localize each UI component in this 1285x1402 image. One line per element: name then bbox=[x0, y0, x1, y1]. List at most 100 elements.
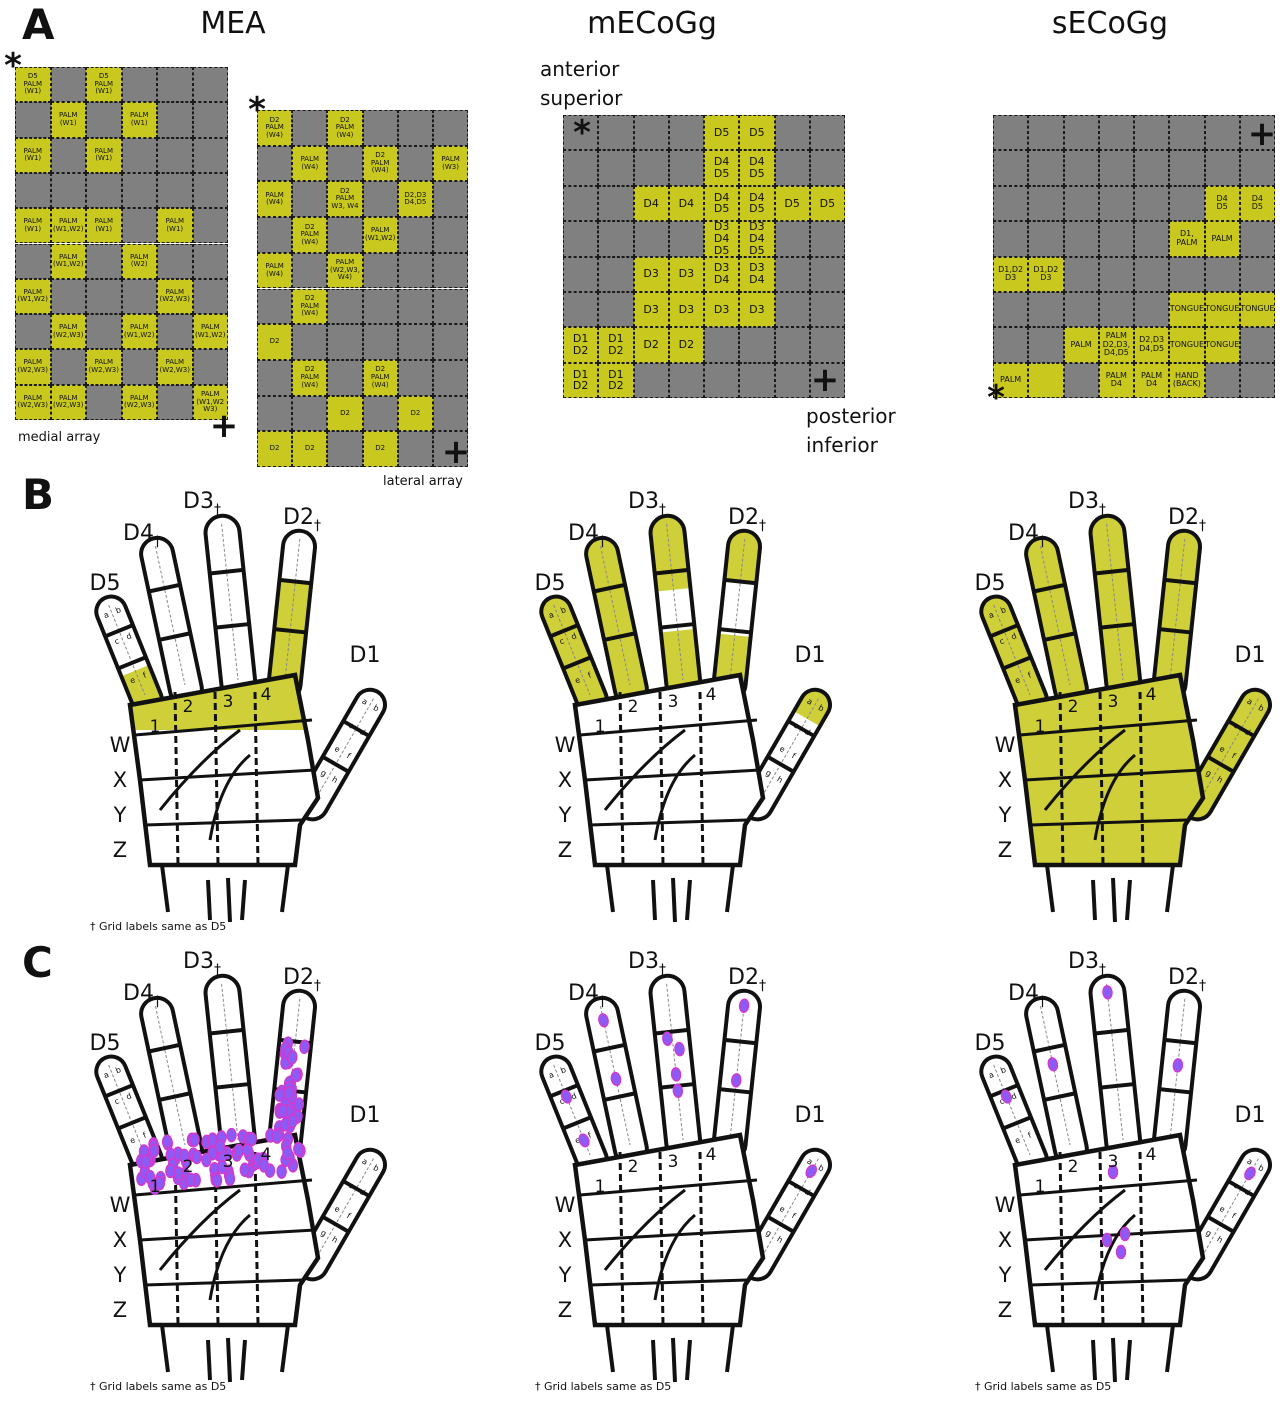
stimulus-point bbox=[284, 1086, 294, 1100]
finger-label: D3† bbox=[1068, 489, 1106, 518]
palm-column-label: 2 bbox=[183, 1157, 194, 1177]
palm-column-label: 1 bbox=[1035, 1177, 1046, 1197]
stimulus-point bbox=[291, 1068, 301, 1082]
palm-row-label: X bbox=[558, 1228, 572, 1252]
palm-column-label: 1 bbox=[150, 1177, 161, 1197]
footnote: † Grid labels same as D5 bbox=[90, 1380, 226, 1393]
palm-column-label: 3 bbox=[668, 692, 679, 712]
stimulus-point bbox=[141, 1155, 150, 1168]
finger-label: D2† bbox=[1168, 505, 1206, 534]
hand: abcdefabcdefgh1234WXYZD5D4†D3†D2†D1 bbox=[535, 489, 836, 922]
stimulus-point bbox=[1121, 1228, 1130, 1241]
stimulus-point bbox=[662, 1032, 672, 1046]
finger-label: D4† bbox=[1008, 981, 1046, 1010]
stimulus-point bbox=[294, 1143, 303, 1156]
stimulus-point bbox=[247, 1133, 256, 1146]
stimulus-point bbox=[275, 1088, 285, 1102]
stimulus-point bbox=[287, 1114, 297, 1128]
palm-row-label: Z bbox=[113, 838, 127, 862]
palm-column-label: 3 bbox=[223, 1152, 234, 1172]
finger-label: D4† bbox=[568, 521, 606, 550]
palm-row-label: Z bbox=[998, 838, 1012, 862]
finger-label: D2† bbox=[283, 965, 321, 994]
palm-row-label: W bbox=[995, 1193, 1016, 1217]
stimulus-point bbox=[287, 1050, 297, 1064]
finger-label: D3† bbox=[1068, 949, 1106, 978]
wrist bbox=[162, 1325, 288, 1382]
stimulus-point bbox=[1117, 1246, 1126, 1259]
finger-label: D4† bbox=[123, 521, 161, 550]
stimulus-point bbox=[278, 1104, 288, 1118]
palm-row-label: W bbox=[110, 733, 131, 757]
palm-row-label: X bbox=[998, 768, 1012, 792]
palm-row-label: Y bbox=[113, 1263, 127, 1287]
footnote: † Grid labels same as D5 bbox=[975, 1380, 1111, 1393]
stimulus-point bbox=[213, 1174, 222, 1187]
palm-row-label: Y bbox=[998, 1263, 1012, 1287]
finger-label: D5 bbox=[975, 571, 1006, 596]
palm-row-label: X bbox=[998, 1228, 1012, 1252]
hand-drawings: abcdefabcdefgh1234WXYZD5D4†D3†D2†D1† Gri… bbox=[0, 0, 1285, 1402]
finger-label: D3† bbox=[183, 489, 221, 518]
palm-column-label: 1 bbox=[1035, 717, 1046, 737]
palm-row-label: X bbox=[558, 768, 572, 792]
finger bbox=[204, 514, 257, 702]
palm-row-label: Y bbox=[558, 803, 572, 827]
finger-label: D4† bbox=[568, 981, 606, 1010]
palm-row-label: X bbox=[113, 768, 127, 792]
palm-column-label: 2 bbox=[183, 697, 194, 717]
palm-column-label: 4 bbox=[261, 1145, 272, 1165]
stimulus-point bbox=[1103, 1234, 1112, 1247]
finger-label: D2† bbox=[728, 505, 766, 534]
palm-column-label: 1 bbox=[595, 717, 606, 737]
stimulus-point bbox=[1173, 1058, 1183, 1072]
finger-label: D1 bbox=[350, 643, 381, 668]
finger-label: D5 bbox=[535, 571, 566, 596]
palm-column-label: 1 bbox=[595, 1177, 606, 1197]
palm-column-label: 2 bbox=[628, 697, 639, 717]
finger-label: D3† bbox=[628, 489, 666, 518]
palm-column-label: 4 bbox=[1146, 685, 1157, 705]
finger-label: D1 bbox=[1235, 1103, 1266, 1128]
stimulus-point bbox=[202, 1153, 211, 1166]
finger bbox=[649, 514, 702, 702]
palm-column-label: 3 bbox=[668, 1152, 679, 1172]
stimulus-point bbox=[294, 1098, 304, 1112]
stimulus-point bbox=[240, 1163, 249, 1176]
footnote: † Grid labels same as D5 bbox=[535, 1380, 671, 1393]
palm-column-label: 4 bbox=[261, 685, 272, 705]
palm-column-label: 4 bbox=[706, 1145, 717, 1165]
palm-column-label: 4 bbox=[1146, 1145, 1157, 1165]
wrist bbox=[1047, 1325, 1173, 1382]
stimulus-point bbox=[192, 1150, 201, 1163]
finger-label: D1 bbox=[795, 1103, 826, 1128]
stimulus-point bbox=[225, 1172, 234, 1185]
palm-column-label: 2 bbox=[1068, 1157, 1079, 1177]
palm-row-label: W bbox=[110, 1193, 131, 1217]
stimulus-point bbox=[227, 1129, 236, 1142]
stimulus-point bbox=[299, 1040, 309, 1054]
palm-row-label: W bbox=[555, 1193, 576, 1217]
palm-column-label: 2 bbox=[628, 1157, 639, 1177]
finger-label: D4† bbox=[1008, 521, 1046, 550]
palm-row-label: Y bbox=[558, 1263, 572, 1287]
stimulus-point bbox=[234, 1144, 243, 1157]
hand: abcdefabcdefgh1234WXYZD5D4†D3†D2†D1† Gri… bbox=[975, 949, 1276, 1393]
wrist bbox=[607, 1325, 733, 1382]
finger-label: D1 bbox=[1235, 643, 1266, 668]
finger bbox=[1089, 974, 1142, 1162]
finger-label: D2† bbox=[728, 965, 766, 994]
stimulus-point bbox=[174, 1167, 183, 1180]
palm-column-label: 3 bbox=[223, 692, 234, 712]
palm-column-label: 4 bbox=[706, 685, 717, 705]
stimulus-point bbox=[739, 999, 749, 1013]
palm-row-label: Z bbox=[998, 1298, 1012, 1322]
stimulus-point bbox=[190, 1133, 199, 1146]
stimulus-point bbox=[272, 1130, 281, 1143]
palm-column-label: 3 bbox=[1108, 692, 1119, 712]
stimulus-point bbox=[674, 1042, 684, 1056]
palm-row-label: Z bbox=[113, 1298, 127, 1322]
finger bbox=[649, 974, 702, 1162]
